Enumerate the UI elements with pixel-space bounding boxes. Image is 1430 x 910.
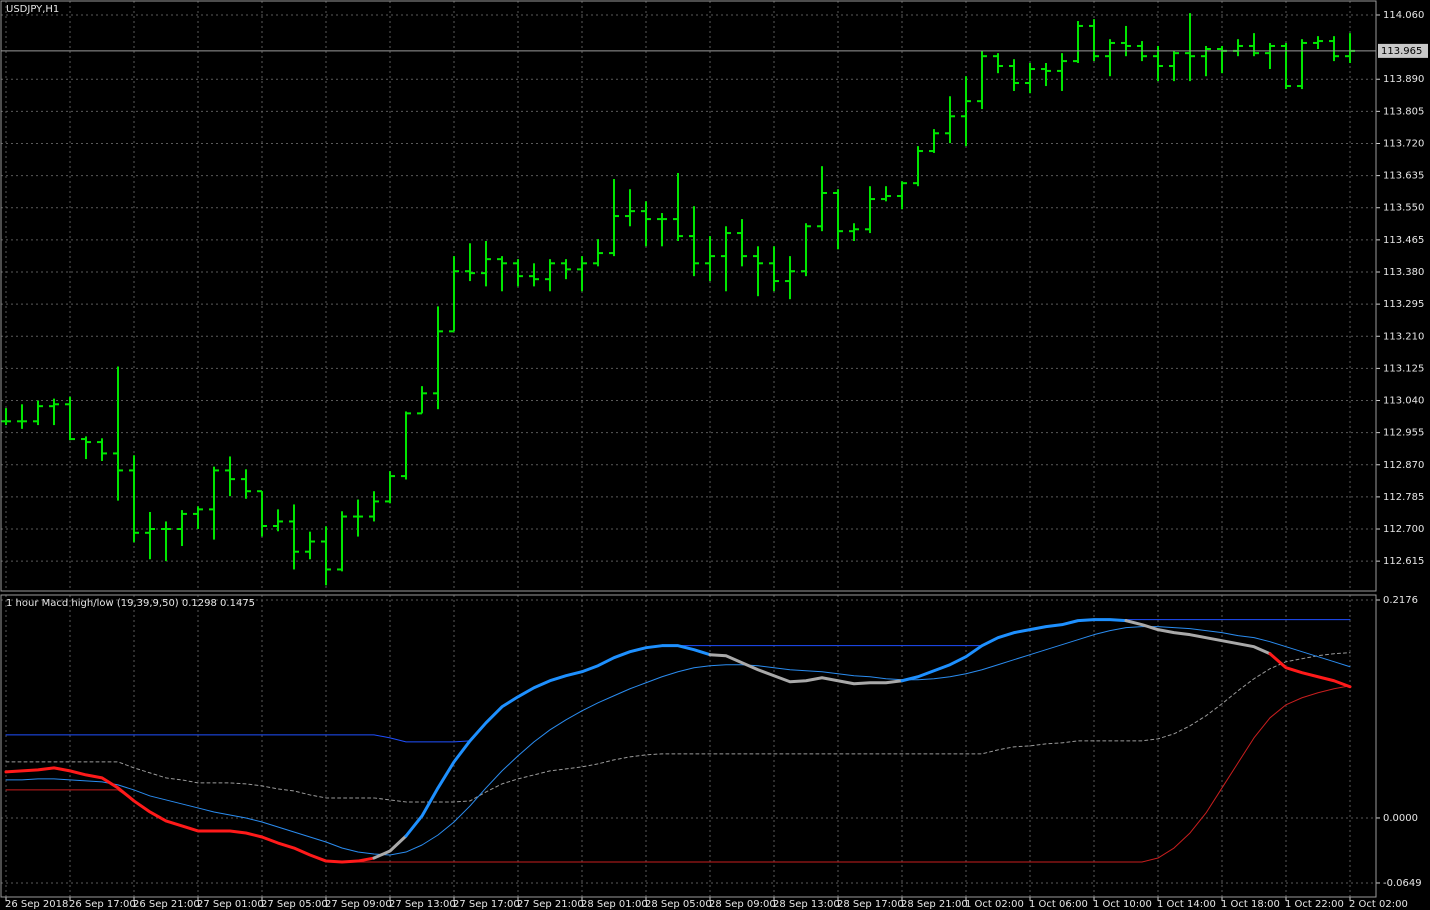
y-tick-label: 112.955 xyxy=(1383,428,1424,439)
indicator-line xyxy=(5,626,1351,856)
y-tick-label: 113.635 xyxy=(1383,171,1424,182)
x-tick-label: 1 Oct 10:00 xyxy=(1093,899,1152,910)
indicator-line xyxy=(5,652,1351,803)
x-tick-label: 26 Sep 17:00 xyxy=(69,899,136,910)
x-tick-label: 26 Sep 2018 xyxy=(5,899,68,910)
panel-frame xyxy=(0,594,1377,898)
x-tick-label: 2 Oct 02:00 xyxy=(1349,899,1408,910)
indicator-line xyxy=(1268,652,1352,689)
x-tick-label: 28 Sep 01:00 xyxy=(581,899,648,910)
indicator-line xyxy=(1124,619,1272,656)
y-tick-label: 114.060 xyxy=(1383,10,1424,21)
last-price-label: 113.965 xyxy=(1381,46,1422,57)
x-tick-label: 27 Sep 17:00 xyxy=(453,899,520,910)
x-tick-label: 1 Oct 22:00 xyxy=(1285,899,1344,910)
x-tick-label: 28 Sep 09:00 xyxy=(709,899,776,910)
y-tick-label: 112.700 xyxy=(1383,524,1424,535)
indicator-line xyxy=(4,766,376,864)
x-tick-label: 28 Sep 17:00 xyxy=(837,899,904,910)
y-tick-label: 112.870 xyxy=(1383,460,1424,471)
y-tick-label: -0.0649 xyxy=(1383,878,1422,889)
y-tick-label: 113.040 xyxy=(1383,396,1424,407)
indicator-line xyxy=(708,653,904,686)
x-tick-label: 28 Sep 13:00 xyxy=(773,899,840,910)
y-tick-label: 113.295 xyxy=(1383,299,1424,310)
x-tick-label: 1 Oct 02:00 xyxy=(965,899,1024,910)
x-tick-label: 27 Sep 09:00 xyxy=(325,899,392,910)
y-tick-label: 113.465 xyxy=(1383,235,1424,246)
panel-title: 1 hour Macd high/low (19,39,9,50) 0.1298… xyxy=(6,598,255,609)
x-tick-label: 26 Sep 21:00 xyxy=(133,899,200,910)
y-tick-label: 112.785 xyxy=(1383,492,1424,503)
x-tick-label: 27 Sep 01:00 xyxy=(197,899,264,910)
y-tick-label: 0.2176 xyxy=(1383,595,1418,606)
indicator-line xyxy=(404,644,712,838)
x-tick-label: 27 Sep 05:00 xyxy=(261,899,328,910)
panel-title: USDJPY,H1 xyxy=(6,4,59,15)
x-tick-label: 1 Oct 06:00 xyxy=(1029,899,1088,910)
x-tick-label: 1 Oct 18:00 xyxy=(1221,899,1280,910)
x-tick-label: 1 Oct 14:00 xyxy=(1157,899,1216,910)
indicator-line xyxy=(900,618,1128,683)
y-tick-label: 113.125 xyxy=(1383,363,1424,374)
y-tick-label: 112.615 xyxy=(1383,556,1424,567)
indicator-line xyxy=(372,834,408,860)
y-tick-label: 113.805 xyxy=(1383,106,1424,117)
y-tick-label: 0.0000 xyxy=(1383,813,1418,824)
y-tick-label: 113.380 xyxy=(1383,267,1424,278)
y-tick-label: 113.210 xyxy=(1383,331,1424,342)
x-tick-label: 27 Sep 21:00 xyxy=(517,899,584,910)
y-tick-label: 113.890 xyxy=(1383,74,1424,85)
x-tick-label: 27 Sep 13:00 xyxy=(389,899,456,910)
x-tick-label: 28 Sep 21:00 xyxy=(901,899,968,910)
panel-frame xyxy=(0,0,1377,592)
y-tick-label: 113.550 xyxy=(1383,203,1424,214)
last-price-box xyxy=(1378,43,1428,58)
x-tick-label: 28 Sep 05:00 xyxy=(645,899,712,910)
y-tick-label: 113.720 xyxy=(1383,138,1424,149)
